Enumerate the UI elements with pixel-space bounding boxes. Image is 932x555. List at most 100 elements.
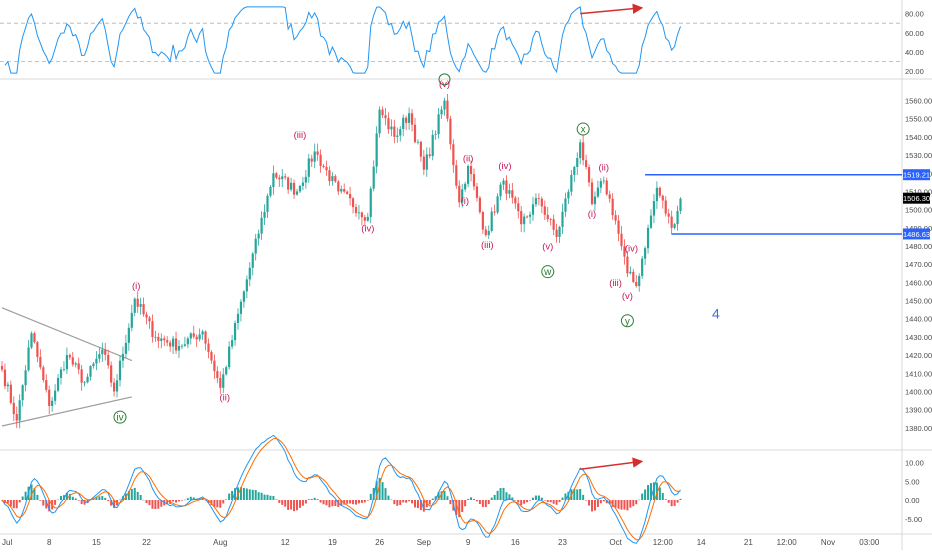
macd-histogram-bar	[139, 495, 142, 500]
candle-body	[0, 366, 4, 370]
macd-histogram-bar	[458, 500, 461, 518]
macd-histogram-bar	[363, 500, 366, 503]
candle-body	[508, 190, 511, 194]
candle-body	[160, 338, 163, 341]
candle-body	[251, 253, 254, 268]
wave-label-circle	[541, 265, 555, 279]
macd-histogram-bar	[496, 490, 499, 500]
candle-body	[481, 212, 484, 230]
candle-body	[254, 238, 257, 254]
macd-histogram-bar	[626, 500, 629, 511]
rsi-axis-tick: 60.00	[905, 29, 924, 38]
macd-histogram-bar	[284, 500, 287, 507]
macd-histogram-bar	[585, 500, 588, 501]
candle-body	[124, 342, 127, 354]
macd-histogram-bar	[36, 494, 39, 500]
macd-panel	[1, 434, 682, 544]
macd-histogram-bar	[588, 500, 591, 506]
macd-histogram-bar	[316, 499, 319, 500]
macd-histogram-bar	[546, 500, 549, 503]
macd-histogram-bar	[490, 497, 493, 500]
candle-body	[570, 174, 573, 192]
candle-body	[464, 183, 467, 190]
macd-histogram-bar	[419, 500, 422, 511]
candle-body	[661, 195, 664, 201]
candle-body	[402, 117, 405, 130]
candle-body	[301, 182, 304, 186]
candle-body	[331, 176, 334, 182]
macd-histogram-bar	[670, 500, 673, 507]
candle-body	[552, 219, 555, 230]
candle-body	[487, 230, 490, 236]
candle-body	[475, 186, 479, 198]
macd-histogram-bar	[68, 493, 71, 500]
candle-body	[549, 219, 552, 220]
candle-body	[204, 331, 207, 344]
candle-body	[425, 154, 428, 170]
candle-body	[590, 182, 594, 205]
candle-body	[198, 334, 201, 340]
price-axis-tick: 1500.00	[905, 206, 932, 215]
time-axis-tick: Oct	[609, 538, 622, 547]
candle-body	[664, 200, 667, 214]
macd-histogram-bar	[77, 500, 80, 501]
candle-body	[410, 113, 414, 125]
macd-histogram-bar	[54, 500, 57, 505]
candle-body	[611, 198, 614, 216]
candle-body	[493, 211, 496, 213]
macd-histogram-bar	[449, 500, 452, 505]
macd-histogram-bar	[664, 499, 667, 500]
macd-histogram-bar	[355, 500, 357, 505]
macd-histogram-bar	[154, 500, 157, 510]
candle-body	[101, 349, 104, 355]
wave-label: (iii)	[609, 278, 622, 289]
candle-body	[567, 191, 570, 199]
time-axis-tick: 9	[466, 538, 471, 547]
macd-histogram-bar	[74, 498, 77, 500]
candle-body	[130, 312, 133, 328]
macd-histogram-bar	[408, 500, 411, 502]
wave-label: (iv)	[498, 161, 511, 172]
time-axis-tick: 15	[92, 538, 101, 547]
macd-histogram-bar	[667, 500, 670, 503]
candle-body	[207, 343, 210, 352]
time-axis-tick: 26	[375, 538, 384, 547]
macd-histogram-bar	[207, 500, 210, 504]
macd-histogram-bar	[540, 497, 543, 500]
wave-label: (ii)	[599, 163, 610, 174]
candle-body	[242, 291, 245, 302]
wave-label: (iii)	[481, 240, 494, 251]
price-axis-tick: 1490.00	[905, 224, 932, 233]
macd-histogram-bar	[101, 496, 104, 500]
macd-histogram-bar	[372, 487, 375, 500]
candle-body	[239, 301, 243, 314]
candle-body	[151, 321, 154, 338]
candle-body	[366, 216, 369, 221]
macd-histogram-bar	[107, 500, 110, 502]
candle-body	[148, 317, 151, 322]
candle-body	[629, 271, 632, 274]
macd-histogram-bar	[478, 500, 481, 505]
time-axis-tick: 12:00	[653, 538, 674, 547]
macd-histogram-bar	[517, 500, 520, 503]
candle-body	[635, 281, 638, 286]
macd-histogram-bar	[484, 500, 487, 508]
macd-histogram-bar	[434, 496, 437, 500]
macd-histogram-bar	[290, 500, 293, 510]
macd-histogram-bar	[422, 500, 425, 512]
macd-histogram-bar	[278, 500, 281, 503]
macd-histogram-bar	[322, 500, 325, 505]
time-axis-tick: 12	[281, 538, 290, 547]
signal-line	[1, 437, 681, 541]
macd-histogram-bar	[381, 482, 384, 500]
macd-histogram-bar	[520, 500, 523, 506]
candle-body	[121, 353, 125, 361]
price-axis-tick: 1550.00	[905, 115, 932, 124]
macd-histogram-bar	[443, 490, 446, 500]
macd-histogram-bar	[405, 500, 408, 503]
macd-histogram-bar	[334, 500, 337, 506]
candle-body	[213, 360, 216, 372]
macd-histogram-bar	[33, 488, 36, 500]
macd-histogram-bar	[248, 489, 251, 500]
macd-histogram-bar	[198, 498, 201, 500]
